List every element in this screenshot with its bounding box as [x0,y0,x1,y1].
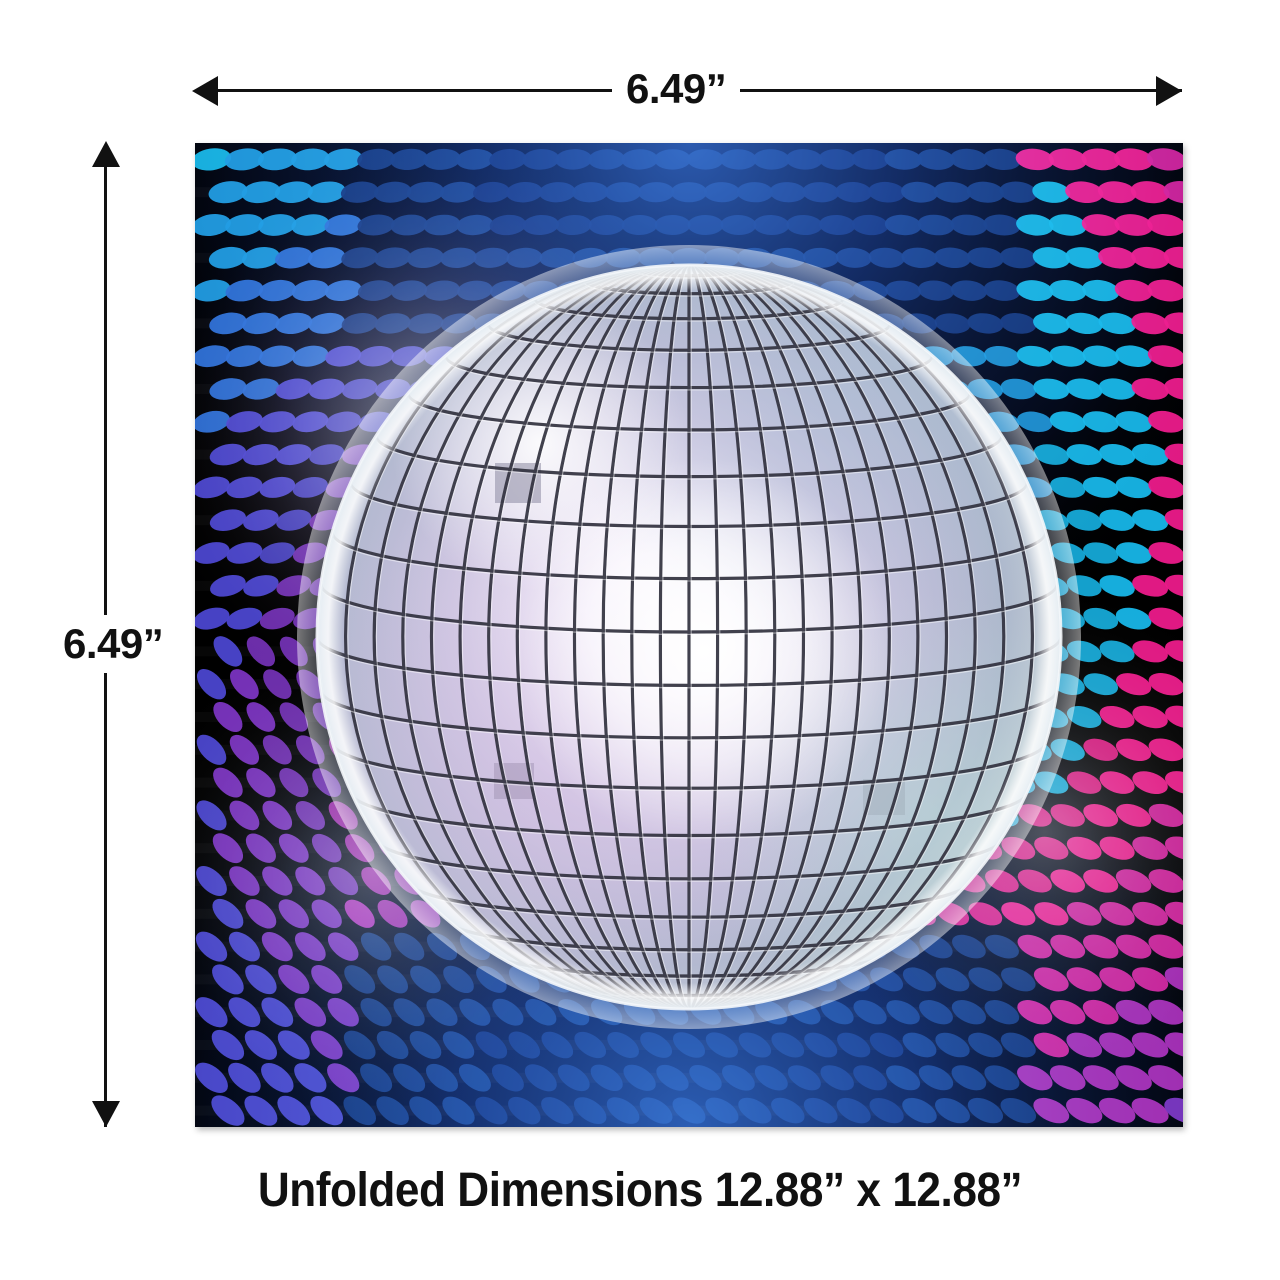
height-arrow-top-head-icon [92,141,120,167]
width-arrow-left-head-icon [192,76,218,106]
width-arrow-right-head-icon [1156,76,1182,106]
product-image-disco-ball-napkin [195,143,1183,1127]
width-dimension-label: 6.49” [612,68,741,110]
height-arrow-bottom-head-icon [92,1101,120,1127]
product-artwork-svg [195,143,1183,1127]
height-dimension-label: 6.49” [57,615,170,673]
unfolded-dimensions-caption: Unfolded Dimensions 12.88” x 12.88” [257,1164,1023,1217]
